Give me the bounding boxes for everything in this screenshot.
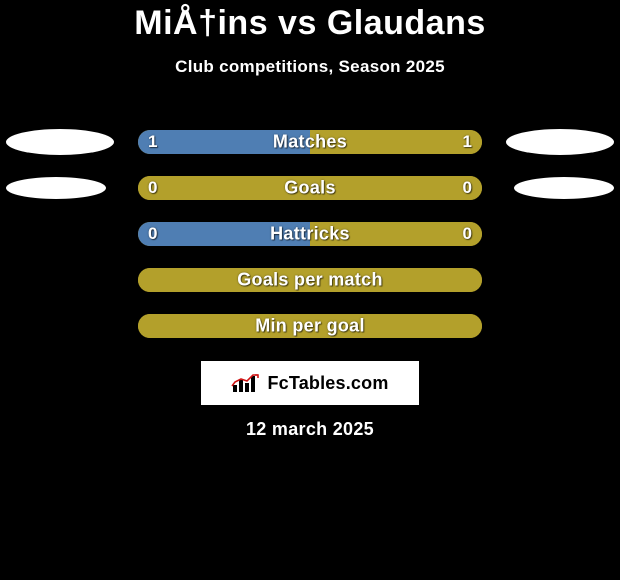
page-title: MiÅ†ins vs Glaudans xyxy=(0,0,620,43)
stat-bar-right xyxy=(310,268,482,292)
stat-bar: Min per goal xyxy=(138,314,482,338)
update-date: 12 march 2025 xyxy=(0,419,620,440)
fctables-logo: FcTables.com xyxy=(201,361,419,405)
stat-bar-left xyxy=(138,130,310,154)
stat-bar-right xyxy=(310,314,482,338)
stat-bar: 0 Hattricks 0 xyxy=(138,222,482,246)
stat-row-matches: 1 Matches 1 xyxy=(0,119,620,165)
bar-chart-icon xyxy=(231,372,259,394)
stat-bar-left xyxy=(138,176,310,200)
stat-bar: Goals per match xyxy=(138,268,482,292)
stat-bar-left xyxy=(138,268,310,292)
player-right-marker xyxy=(514,177,614,199)
stat-bar: 0 Goals 0 xyxy=(138,176,482,200)
stat-bar-right xyxy=(310,130,482,154)
stat-row-hattricks: 0 Hattricks 0 xyxy=(0,211,620,257)
page-subtitle: Club competitions, Season 2025 xyxy=(0,57,620,77)
stat-bar: 1 Matches 1 xyxy=(138,130,482,154)
stat-bar-left xyxy=(138,222,310,246)
player-left-marker xyxy=(6,129,114,155)
stat-row-goals: 0 Goals 0 xyxy=(0,165,620,211)
player-right-marker xyxy=(506,129,614,155)
stat-bar-right xyxy=(310,222,482,246)
stat-row-min-per-goal: Min per goal xyxy=(0,303,620,349)
player-left-marker xyxy=(6,177,106,199)
stat-row-goals-per-match: Goals per match xyxy=(0,257,620,303)
comparison-bars: 1 Matches 1 0 Goals 0 0 Hattricks 0 xyxy=(0,119,620,349)
stat-bar-left xyxy=(138,314,310,338)
fctables-logo-text: FcTables.com xyxy=(267,373,388,394)
stat-bar-right xyxy=(310,176,482,200)
